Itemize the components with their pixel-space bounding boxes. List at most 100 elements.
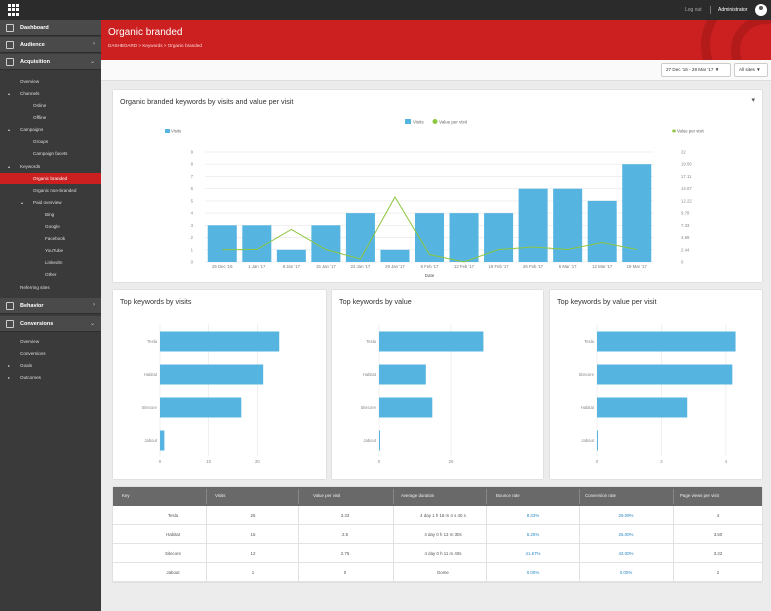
sidebar-item-label: Campaigns: [20, 127, 44, 132]
visits-bar: [587, 200, 617, 262]
sidebar-section-audience[interactable]: Audience ›: [0, 37, 101, 53]
sidebar-item-bing[interactable]: Bing: [0, 209, 101, 220]
column-header-conversion-rate[interactable]: Conversion rate: [585, 493, 616, 498]
main-chart-card: Organic branded keywords by visits and v…: [113, 90, 762, 282]
category-label: Sitecore: [579, 372, 595, 377]
sidebar-item-referring-sites[interactable]: Referring sites: [0, 282, 101, 293]
table-cell: Jabout: [166, 570, 180, 575]
y2-tick-label: 19.56: [681, 162, 692, 167]
column-header-value-per-visit[interactable]: Value per visit: [313, 493, 341, 498]
site-value: All sites: [739, 67, 755, 72]
sidebar-item-offline[interactable]: Offline: [0, 112, 101, 123]
date-range-select[interactable]: 27 Dec '16 - 28 Mar '17 ▼: [661, 63, 731, 77]
logout-link[interactable]: Log out: [685, 7, 702, 13]
table-row[interactable]: Sitecore 12 2.75 4 day 0 h 11 m 40s 41.67% 42…: [113, 544, 762, 563]
user-name[interactable]: Administrator: [718, 7, 748, 13]
chevron-icon: ▴: [21, 200, 24, 205]
sidebar-item-label: Paid overview: [33, 200, 62, 205]
sidebar-item-google[interactable]: Google: [0, 221, 101, 232]
table-header-row: Key Visits Value per visit Average duration…: [113, 487, 762, 506]
sidebar-item-outcomes[interactable]: ▸ Outcomes: [0, 372, 101, 383]
sidebar-item-other[interactable]: Other: [0, 269, 101, 280]
y-tick-label: 5: [191, 198, 194, 203]
table-row[interactable]: Tesla 25 3.33 4 day 1 h 18 m 4 s 40 s 8.33% 2…: [113, 506, 762, 525]
sidebar-item-paid-overview[interactable]: ▴ Paid overview: [0, 197, 101, 208]
sidebar-item-organic-non-branded[interactable]: Organic non-branded: [0, 185, 101, 196]
column-header-page-views-per-visit[interactable]: Page views per visit: [680, 493, 719, 498]
sidebar-item-label: Goals: [20, 363, 33, 368]
sidebar-item-goals[interactable]: ▸ Goals: [0, 360, 101, 371]
table-cell: 16: [250, 532, 256, 537]
keyword-bar: [379, 331, 484, 352]
x-tick-label: 22 Jan '17: [351, 264, 371, 269]
legend-marker: [432, 119, 438, 124]
sidebar-item-keywords[interactable]: ▴ Keywords: [0, 161, 101, 172]
sidebar-section-conversions[interactable]: Conversions ⌄: [0, 316, 101, 332]
category-label: Jabout: [363, 438, 376, 443]
sidebar-item-overview[interactable]: Overview: [0, 336, 101, 347]
header-divider: [579, 489, 580, 504]
legend-swatch: [165, 129, 170, 133]
category-label: Sitecore: [361, 405, 377, 410]
chevron-down-icon: ▼: [714, 67, 720, 72]
table-cell: 4 day 1 h 18 m 4 s 40 s: [420, 513, 466, 518]
visits-bar: [518, 188, 548, 262]
column-header-bounce-rate[interactable]: Bounce rate: [496, 493, 520, 498]
top-keywords-value-per-visit-card: Top keywords by value per visit 0 2 4 Tesla…: [550, 290, 762, 479]
sidebar-section-dashboard[interactable]: Dashboard: [0, 20, 101, 36]
sidebar-item-groups[interactable]: Groups: [0, 136, 101, 147]
sidebar-section-behavior[interactable]: Behavior ›: [0, 298, 101, 314]
chevron-icon: ▴: [8, 91, 11, 96]
breadcrumb[interactable]: DASHBOARD > Keywords > Organic branded: [108, 43, 202, 48]
table-cell: 2.5: [341, 532, 349, 537]
sidebar-item-campaign-facets[interactable]: Campaign facets: [0, 148, 101, 159]
table-cell: 4 day 0 h 13 m 30s: [424, 532, 462, 537]
table-row[interactable]: Jabout 1 0 Dome 0.00% 0.00% 2: [113, 563, 762, 582]
y-tick-label: 3: [191, 223, 194, 228]
sidebar-item-organic-branded[interactable]: Organic branded: [0, 173, 101, 184]
sidebar-item-label: Overview: [20, 79, 40, 84]
sidebar-item-facebook[interactable]: Facebook: [0, 233, 101, 244]
x-tick-label: 26 Feb '17: [523, 264, 544, 269]
sidebar-item-youtube[interactable]: YouTube: [0, 245, 101, 256]
chevron-down-icon: ⌄: [89, 321, 95, 327]
sidebar-section-acquisition[interactable]: Acquisition ⌄: [0, 54, 101, 70]
sidebar-item-online[interactable]: Online: [0, 100, 101, 111]
x-tick-label: 5 Mar '17: [559, 264, 577, 269]
chart-menu-icon[interactable]: ▾: [751, 97, 755, 104]
x-tick-label: 8 Jan '17: [283, 264, 301, 269]
table-row[interactable]: Habitat 16 2.5 4 day 0 h 13 m 30s 6.25% 25.00…: [113, 525, 762, 544]
sidebar-item-campaigns[interactable]: ▴ Campaigns: [0, 124, 101, 135]
x-tick-label: 2: [660, 459, 663, 464]
sidebar-item-channels[interactable]: ▴ Channels: [0, 88, 101, 99]
sidebar-item-label: Overview: [20, 339, 40, 344]
sidebar-item-overview[interactable]: Overview: [0, 76, 101, 87]
value-bar-chart: 0 20 Tesla Habitat Sitecore Jabout: [361, 324, 484, 464]
sidebar-item-label: Campaign facets: [33, 151, 68, 156]
chevron-down-icon: ▼: [756, 67, 761, 72]
signpost-icon: [6, 302, 14, 310]
section-label: Behavior: [20, 303, 44, 309]
table-cell: 8.33%: [526, 513, 540, 518]
table-cell: 4: [716, 513, 720, 518]
user-avatar-icon[interactable]: [755, 4, 767, 16]
x-tick-label: 1 Jan '17: [248, 264, 266, 269]
keyword-bar: [379, 397, 433, 418]
chevron-icon: ▴: [8, 164, 11, 169]
sidebar-item-conversions[interactable]: Conversions: [0, 348, 101, 359]
y2-tick-label: 17.11: [681, 174, 692, 179]
site-select[interactable]: All sites ▼: [734, 63, 768, 77]
column-header-average-duration[interactable]: Average duration: [401, 493, 435, 498]
app-logo-icon[interactable]: [8, 4, 19, 16]
visits-bar: [345, 213, 375, 262]
sidebar-item-linkedin[interactable]: LinkedIn: [0, 257, 101, 268]
column-header-visits[interactable]: Visits: [215, 493, 226, 498]
top-keywords-visits-card: Top keywords by visits 0 10 20 Tesla Habitat…: [113, 290, 326, 479]
visits-bar: [276, 249, 306, 262]
table-cell: 4 day 0 h 11 m 40s: [424, 551, 462, 556]
y-tick-label: 0: [191, 260, 194, 265]
sidebar-item-label: Other: [45, 272, 57, 277]
table-cell: 2.75: [340, 551, 350, 556]
column-header-key[interactable]: Key: [122, 493, 130, 498]
sidebar-item-label: Channels: [20, 91, 40, 96]
